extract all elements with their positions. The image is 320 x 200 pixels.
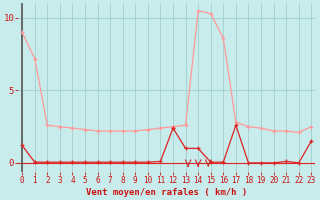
X-axis label: Vent moyen/en rafales ( km/h ): Vent moyen/en rafales ( km/h ) <box>86 188 247 197</box>
